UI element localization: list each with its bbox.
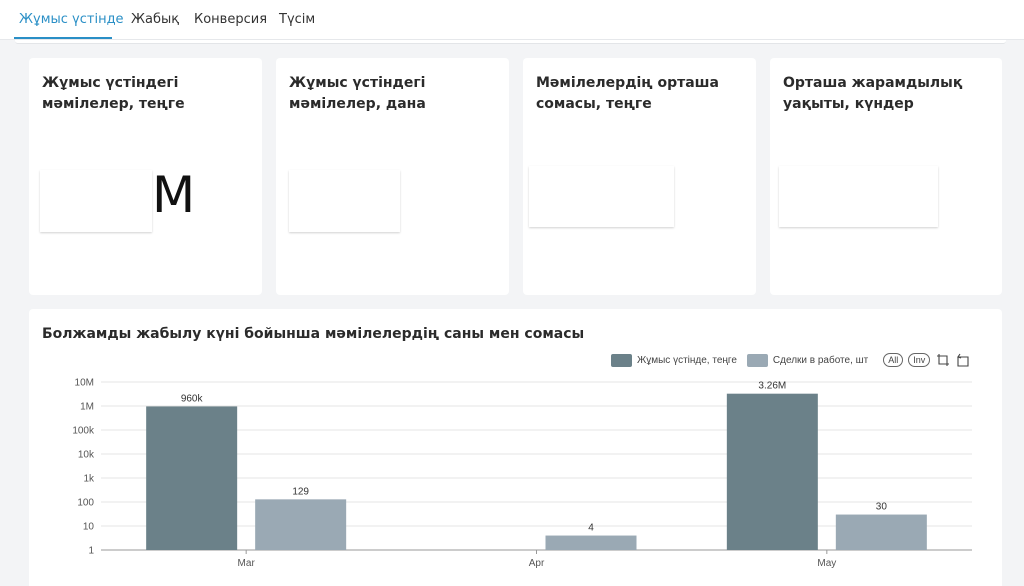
chart-legend: Жұмыс үстінде, теңге Сделки в работе, шт… <box>611 352 970 368</box>
bar <box>726 393 818 550</box>
y-tick-label: 10k <box>78 450 95 461</box>
tab-conversion[interactable]: Конверсия <box>194 12 268 27</box>
legend-label: Жұмыс үстінде, теңге <box>637 354 737 366</box>
legend-item-count[interactable]: Сделки в работе, шт <box>746 353 869 367</box>
data-label: 4 <box>588 523 594 534</box>
x-tick-label: Apr <box>529 558 545 569</box>
tab-in-progress[interactable]: Жұмыс үстінде <box>19 12 124 27</box>
kpi-value: M <box>152 166 196 224</box>
kpi-card-count: Жұмыс үстіндегі мәмілелер, дана <box>276 58 509 295</box>
data-label: 30 <box>876 502 888 513</box>
kpi-loading-placeholder <box>529 166 674 227</box>
crop-icon[interactable] <box>936 353 950 367</box>
y-tick-label: 1k <box>83 474 95 485</box>
x-tick-label: Mar <box>238 558 256 569</box>
y-tick-label: 10M <box>75 378 94 389</box>
chart-title: Болжамды жабылу күні бойынша мәмілелерді… <box>42 326 585 342</box>
data-label: 960k <box>181 393 204 404</box>
legend-swatch <box>746 353 768 367</box>
bar <box>835 514 927 550</box>
filter-strip <box>15 40 1006 44</box>
bar <box>545 535 637 550</box>
legend-item-amount[interactable]: Жұмыс үстінде, теңге <box>611 353 737 367</box>
data-label: 3.26M <box>758 381 786 392</box>
bar <box>255 499 347 550</box>
tab-revenue[interactable]: Түсім <box>279 12 316 27</box>
y-tick-label: 1 <box>88 546 94 557</box>
reset-crop-icon[interactable] <box>956 353 970 367</box>
kpi-card-title: Орташа жарамдылық уақыты, күндер <box>783 75 963 112</box>
y-tick-label: 1M <box>80 402 94 413</box>
kpi-loading-placeholder <box>40 170 152 232</box>
bar <box>146 406 238 550</box>
invert-selection-toggle[interactable]: Inv <box>908 353 931 367</box>
forecast-chart-card: Болжамды жабылу күні бойынша мәмілелерді… <box>29 309 1002 586</box>
legend-label: Сделки в работе, шт <box>772 354 869 366</box>
kpi-card-average-lifetime: Орташа жарамдылық уақыты, күндер <box>770 58 1002 295</box>
kpi-loading-placeholder <box>779 166 938 227</box>
kpi-card-amount: Жұмыс үстіндегі мәмілелер, теңге M <box>29 58 262 295</box>
select-all-toggle[interactable]: All <box>883 353 904 367</box>
bar-chart: 1 10 100 1k 10k 100k 1M 10M Mar 960k 129 Apr 4 May 3.2… <box>72 378 972 569</box>
kpi-card-title: Мәмілелердің орташа сомасы, теңге <box>536 75 719 112</box>
kpi-card-title: Жұмыс үстіндегі мәмілелер, дана <box>289 75 426 112</box>
data-label: 129 <box>292 486 309 497</box>
tab-bar: Жұмыс үстінде Жабық Конверсия Түсім <box>0 0 1024 40</box>
y-tick-label: 100 <box>77 498 94 509</box>
y-tick-label: 100k <box>72 426 95 437</box>
kpi-card-title: Жұмыс үстіндегі мәмілелер, теңге <box>42 75 185 112</box>
kpi-card-average-amount: Мәмілелердің орташа сомасы, теңге <box>523 58 756 295</box>
active-tab-indicator <box>14 37 112 39</box>
legend-swatch <box>611 353 632 367</box>
x-tick-label: May <box>817 558 836 569</box>
tab-closed[interactable]: Жабық <box>131 12 180 27</box>
kpi-loading-placeholder <box>289 170 400 232</box>
y-tick-label: 10 <box>83 522 95 533</box>
